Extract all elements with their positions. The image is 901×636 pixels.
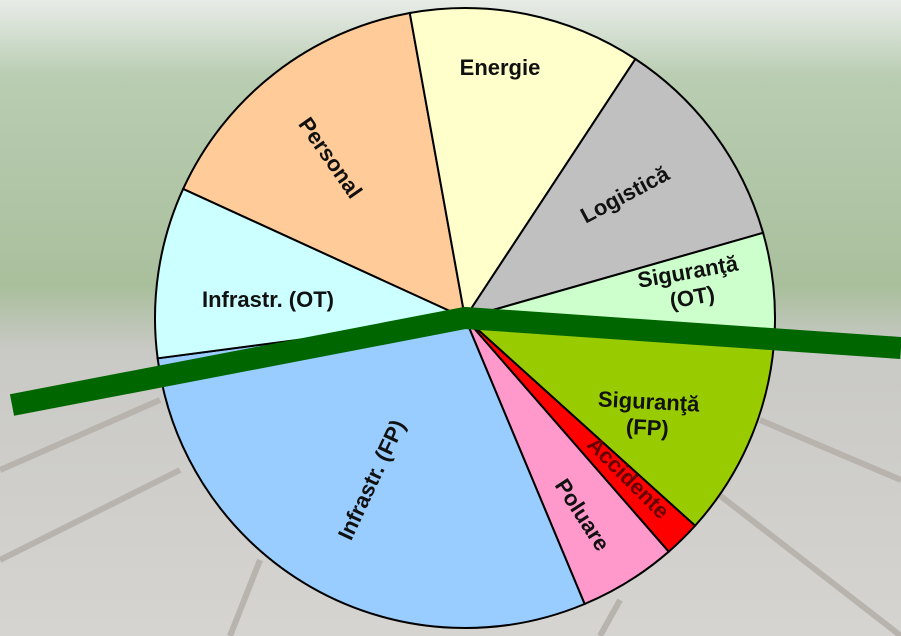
pie-slice xyxy=(181,11,467,320)
rails xyxy=(0,397,901,636)
pie-slice xyxy=(156,316,586,629)
slice-label: Energie xyxy=(459,55,541,80)
green-band xyxy=(9,306,901,416)
pie-slice xyxy=(154,187,469,360)
slice-label: Infrastr. (OT) xyxy=(201,287,334,312)
pie xyxy=(154,7,776,629)
slice-label: Siguranţă (FP) xyxy=(597,386,701,442)
pie-slice xyxy=(408,7,637,321)
